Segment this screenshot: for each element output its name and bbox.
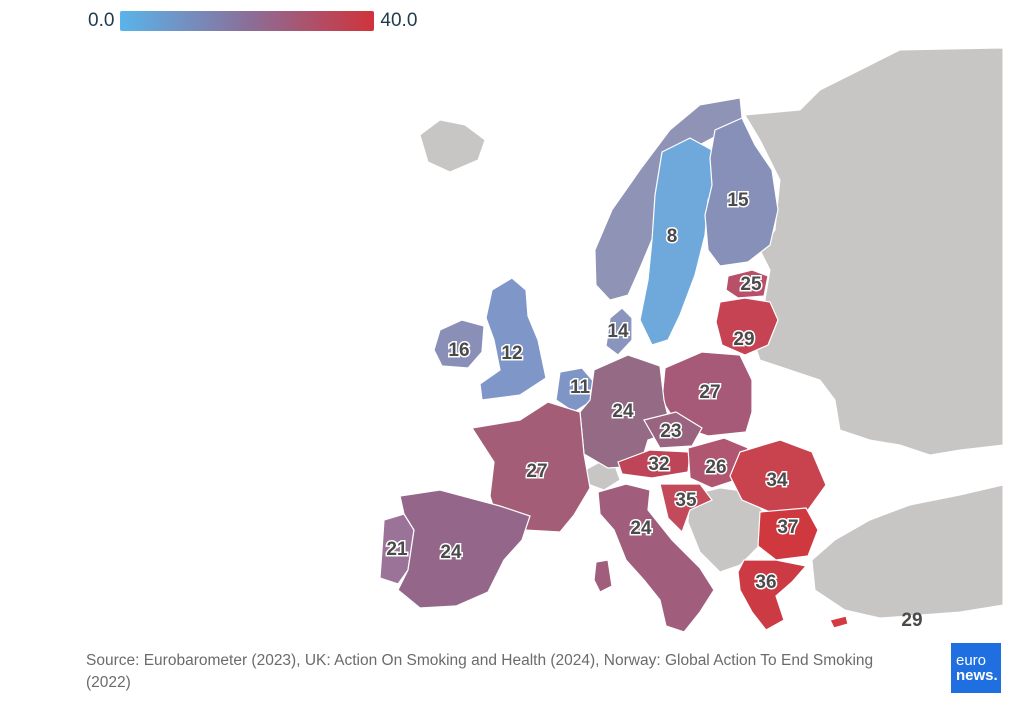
value-label-austria: 32 — [648, 454, 669, 475]
color-legend: 0.0 40.0 — [88, 8, 417, 34]
value-label-italy: 24 — [630, 518, 652, 539]
country-bulgaria — [757, 507, 819, 561]
value-label-portugal: 21 — [386, 539, 408, 560]
value-label-poland: 27 — [699, 382, 720, 403]
value-label-france: 27 — [526, 461, 547, 482]
value-label-lithuania: 29 — [733, 329, 754, 350]
country-cyprus — [829, 615, 849, 629]
value-label-czechia: 23 — [660, 421, 681, 442]
euronews-logo: euro news. — [951, 643, 1001, 693]
iceland-region — [419, 119, 486, 173]
country-croatia — [659, 483, 713, 534]
country-spain — [397, 489, 531, 609]
country-france — [470, 401, 591, 533]
value-label-denmark: 14 — [607, 321, 629, 342]
country-romania — [729, 439, 827, 513]
country-united-kingdom — [479, 277, 547, 401]
value-label-netherlands: 11 — [570, 377, 591, 398]
country-finland — [704, 117, 779, 267]
country-italy — [597, 483, 715, 633]
balkans-region — [687, 487, 766, 573]
country-denmark — [605, 307, 633, 356]
legend-min-label: 0.0 — [88, 10, 115, 31]
value-label-bulgaria: 37 — [777, 517, 798, 538]
legend-max-label: 40.0 — [380, 10, 418, 31]
country-norway — [594, 97, 743, 301]
turkey-region — [811, 484, 1004, 619]
value-label-croatia: 35 — [675, 490, 697, 511]
value-label-estonia: 25 — [740, 274, 762, 295]
value-label-romania: 34 — [766, 470, 788, 491]
logo-line-2: news. — [956, 667, 998, 684]
logo-line-1: euro — [956, 652, 987, 669]
source-note: Source: Eurobarometer (2023), UK: Action… — [86, 652, 874, 691]
value-label-hungary: 26 — [705, 457, 726, 478]
value-label-spain: 24 — [440, 542, 462, 563]
value-label-germany: 24 — [612, 401, 634, 422]
country-czechia — [643, 411, 703, 449]
value-label-finland: 15 — [727, 190, 749, 211]
russia-region — [744, 47, 1004, 456]
country-ireland — [433, 319, 485, 369]
country-greece — [737, 559, 808, 631]
country-sardinia — [593, 559, 613, 593]
country-latvia-lithuania — [715, 297, 779, 356]
value-label-ireland: 16 — [448, 340, 469, 361]
value-label-united-kingdom: 12 — [501, 343, 522, 364]
europe-map: 8 15 25 29 14 16 12 11 27 24 23 27 32 26… — [379, 47, 1004, 633]
country-estonia — [725, 269, 769, 299]
value-label-cyprus: 29 — [901, 610, 922, 631]
legend-gradient-bar — [120, 11, 375, 31]
value-label-sweden: 8 — [667, 226, 678, 247]
value-label-greece: 36 — [755, 572, 776, 593]
country-austria — [617, 449, 691, 479]
